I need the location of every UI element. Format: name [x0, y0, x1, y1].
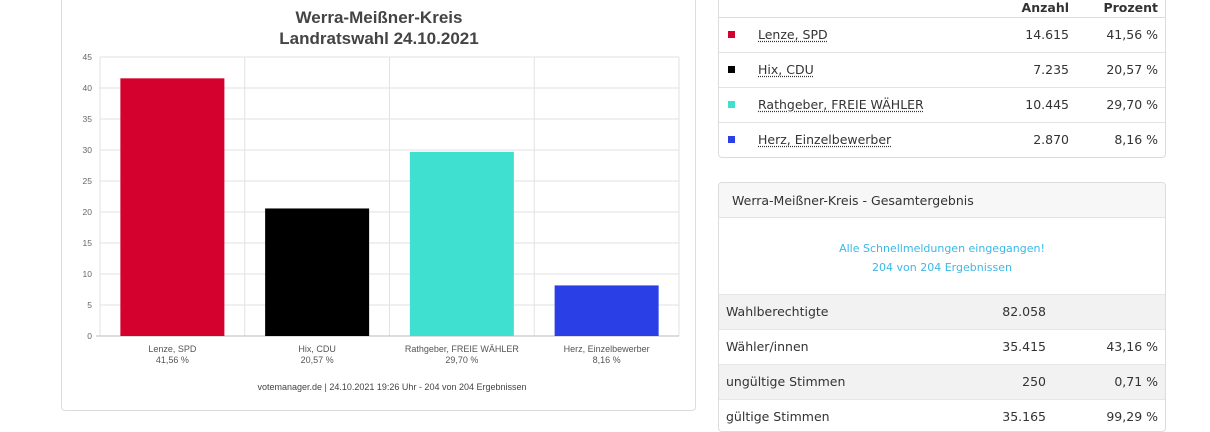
bar-chart: Werra-Meißner-Kreis Landratswahl 24.10.20… — [83, 8, 680, 392]
y-tick-label: 10 — [83, 269, 93, 279]
data-label: 41,56 % — [156, 355, 189, 365]
candidate-name-link[interactable]: Rathgeber, FREIE WÄHLER — [758, 97, 924, 112]
header-percent: Prozent — [1103, 0, 1158, 15]
candidate-percent: 29,70 % — [1106, 97, 1158, 112]
bar — [265, 208, 370, 336]
y-tick-label: 35 — [83, 114, 93, 124]
bar — [120, 78, 225, 336]
data-label: 8,16 % — [593, 355, 621, 365]
y-tick-label: 25 — [83, 176, 93, 186]
candidate-percent: 20,57 % — [1106, 62, 1158, 77]
stat-label: gültige Stimmen — [726, 409, 830, 424]
stat-label: Wähler/innen — [726, 339, 809, 354]
notice-line: 204 von 204 Ergebnissen — [872, 261, 1012, 274]
stat-row: Wähler/innen 35.415 43,16 % — [719, 329, 1165, 364]
y-tick-label: 15 — [83, 238, 93, 248]
color-swatch — [728, 66, 735, 73]
color-swatch — [728, 31, 735, 38]
candidate-name-link[interactable]: Herz, Einzelbewerber — [758, 132, 892, 147]
chart-title: Werra-Meißner-Kreis — [296, 8, 463, 27]
candidate-name-link[interactable]: Lenze, SPD — [758, 27, 828, 42]
table-row: Lenze, SPD 14.615 41,56 % — [719, 18, 1165, 53]
chart-subtitle: Landratswahl 24.10.2021 — [279, 29, 478, 48]
stat-row: gültige Stimmen 35.165 99,29 % — [719, 399, 1165, 431]
chart-footer: votemanager.de | 24.10.2021 19:26 Uhr - … — [257, 382, 526, 392]
x-tick-label: Lenze, SPD — [148, 344, 197, 354]
stat-label: Wahlberechtigte — [726, 304, 829, 319]
candidate-table-header: Anzahl Prozent — [719, 0, 1165, 18]
stat-row: ungültige Stimmen 250 0,71 % — [719, 364, 1165, 399]
y-tick-label: 40 — [83, 83, 93, 93]
candidate-table: Anzahl Prozent Lenze, SPD 14.615 41,56 %… — [718, 0, 1166, 158]
stat-percent: 99,29 % — [1106, 409, 1158, 424]
stat-label: ungültige Stimmen — [726, 374, 846, 389]
candidate-count: 2.870 — [1033, 132, 1069, 147]
candidate-count: 7.235 — [1033, 62, 1069, 77]
notice-line: Alle Schnellmeldungen eingegangen! — [839, 242, 1045, 255]
y-tick-label: 30 — [83, 145, 93, 155]
x-tick-label: Rathgeber, FREIE WÄHLER — [405, 344, 520, 354]
candidate-percent: 8,16 % — [1114, 132, 1158, 147]
result-title: Werra-Meißner-Kreis - Gesamtergebnis — [719, 183, 1165, 218]
header-count: Anzahl — [1021, 0, 1069, 15]
x-tick-label: Hix, CDU — [298, 344, 336, 354]
bar — [409, 151, 514, 336]
table-row: Rathgeber, FREIE WÄHLER 10.445 29,70 % — [719, 88, 1165, 123]
stat-value: 35.415 — [1002, 339, 1046, 354]
x-tick-label: Herz, Einzelbewerber — [564, 344, 650, 354]
stat-value: 250 — [1022, 374, 1046, 389]
stat-percent: 0,71 % — [1114, 374, 1158, 389]
table-row: Hix, CDU 7.235 20,57 % — [719, 53, 1165, 88]
data-label: 20,57 % — [301, 355, 334, 365]
stat-value: 82.058 — [1002, 304, 1046, 319]
candidate-count: 10.445 — [1025, 97, 1069, 112]
chart-card: Werra-Meißner-Kreis Landratswahl 24.10.20… — [61, 0, 696, 411]
candidate-count: 14.615 — [1025, 27, 1069, 42]
y-tick-label: 20 — [83, 207, 93, 217]
y-tick-label: 45 — [83, 52, 93, 62]
overall-result-card: Werra-Meißner-Kreis - Gesamtergebnis All… — [718, 182, 1166, 432]
data-label: 29,70 % — [445, 355, 478, 365]
color-swatch — [728, 101, 735, 108]
stat-row: Wahlberechtigte 82.058 — [719, 294, 1165, 329]
y-tick-label: 5 — [87, 300, 92, 310]
candidate-name-link[interactable]: Hix, CDU — [758, 62, 814, 77]
stat-value: 35.165 — [1002, 409, 1046, 424]
stat-percent: 43,16 % — [1106, 339, 1158, 354]
y-tick-label: 0 — [87, 331, 92, 341]
table-row: Herz, Einzelbewerber 2.870 8,16 % — [719, 123, 1165, 157]
candidate-percent: 41,56 % — [1106, 27, 1158, 42]
status-notice: Alle Schnellmeldungen eingegangen! 204 v… — [719, 218, 1165, 294]
color-swatch — [728, 136, 735, 143]
bar — [554, 285, 659, 336]
